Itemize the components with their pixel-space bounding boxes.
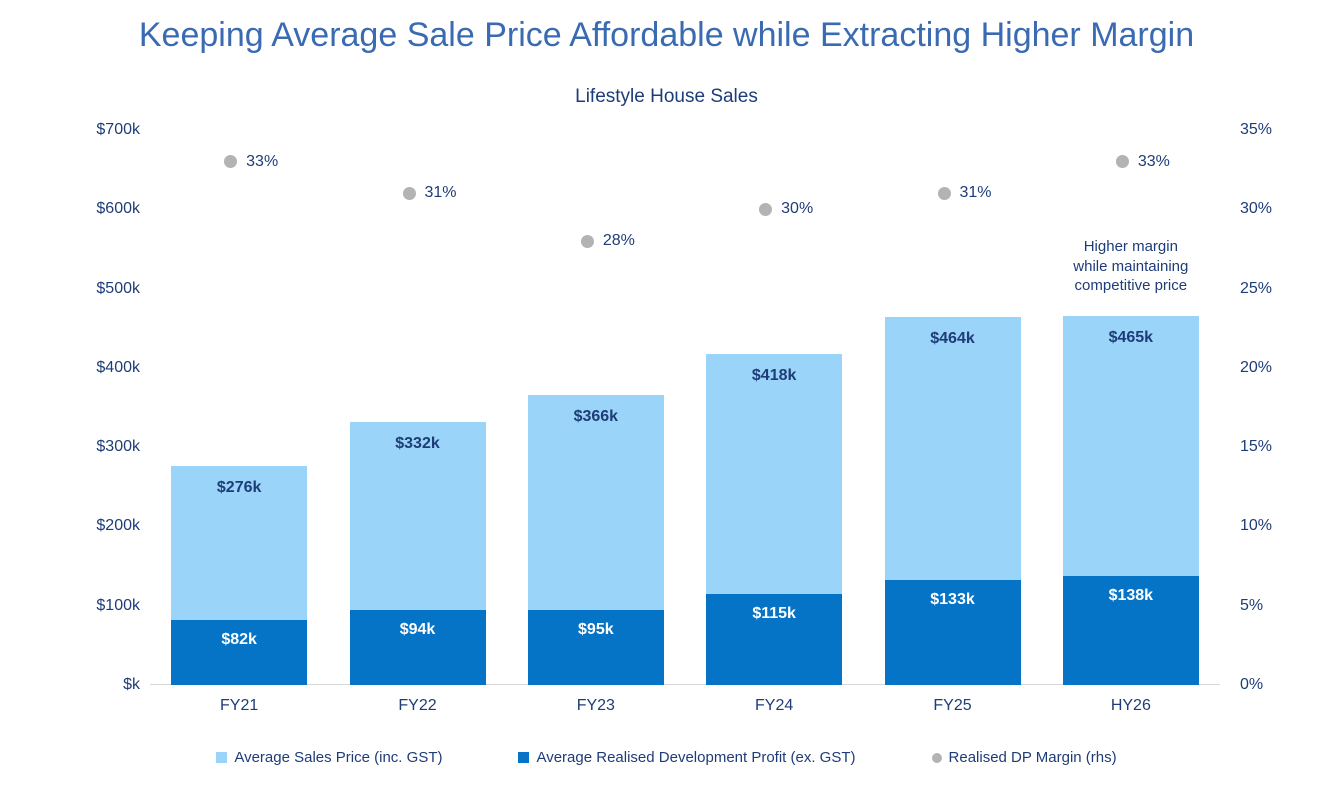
bar-dev-profit-FY25: $133k: [884, 579, 1021, 685]
margin-dot-icon: [402, 186, 416, 200]
legend-item-margin: Realised DP Margin (rhs): [931, 749, 1117, 766]
left-axis-tick: $400k: [96, 358, 140, 376]
right-axis-tick: 30%: [1240, 200, 1273, 218]
annotation-line: Higher margin: [1083, 238, 1178, 255]
legend-label: Average Sales Price (inc. GST): [234, 749, 443, 766]
legend-item-dev-profit: Average Realised Development Profit (ex.…: [518, 749, 856, 766]
margin-dot-icon: [224, 155, 238, 169]
sales-price-value-label: $465k: [1108, 329, 1154, 347]
right-axis-tick: 5%: [1240, 596, 1264, 614]
margin-value-label: 31%: [424, 184, 457, 202]
bar-dev-profit-HY26: $138k: [1062, 575, 1199, 685]
right-axis-tick: 15%: [1240, 438, 1273, 456]
legend: Average Sales Price (inc. GST) Average Re…: [0, 749, 1333, 766]
bar-dev-profit-FY22: $94k: [349, 610, 486, 685]
left-axis-tick: $200k: [96, 517, 140, 535]
x-axis-labels: FY21 FY22 FY23 FY24 FY25 HY26: [150, 697, 1220, 719]
x-axis-label-FY22: FY22: [398, 697, 437, 714]
legend-item-sales-price: Average Sales Price (inc. GST): [216, 749, 442, 766]
right-axis-tick: 0%: [1240, 676, 1264, 693]
annotation-higher-margin: Higher margin while maintaining competitiv…: [1036, 237, 1226, 296]
left-axis-tick: $k: [123, 676, 140, 693]
sales-price-value-label: $366k: [573, 407, 619, 425]
x-axis-label-FY21: FY21: [220, 697, 259, 714]
margin-point-FY25: 31%: [937, 184, 992, 202]
left-axis-tick: $700k: [96, 121, 140, 138]
right-axis-tick: 35%: [1240, 121, 1273, 138]
margin-point-FY23: 28%: [580, 232, 635, 250]
legend-label: Realised DP Margin (rhs): [948, 749, 1117, 766]
dev-profit-value-label: $115k: [752, 604, 796, 622]
margin-point-FY24: 30%: [759, 200, 813, 218]
dev-profit-value-label: $133k: [930, 590, 975, 608]
sales-price-value-label: $418k: [751, 366, 797, 384]
legend-label: Average Realised Development Profit (ex.…: [536, 749, 856, 766]
x-axis-label-FY24: FY24: [755, 697, 794, 714]
legend-square-icon: [518, 752, 530, 763]
left-axis-tick: $300k: [96, 438, 140, 456]
bar-dev-profit-FY23: $95k: [527, 609, 664, 685]
margin-point-FY21: 33%: [224, 153, 278, 171]
annotation-line: while maintaining: [1073, 257, 1189, 275]
sales-price-value-label: $332k: [395, 434, 440, 452]
left-axis: $700k $600k $500k $400k $300k $200k $100k $k: [0, 121, 140, 693]
left-axis-tick: $100k: [96, 596, 140, 614]
x-axis-label-HY26: HY26: [1110, 697, 1151, 714]
margin-value-label: 33%: [1137, 152, 1170, 170]
x-axis-label-FY25: FY25: [933, 697, 972, 714]
margin-point-FY22: 31%: [402, 184, 457, 202]
page-title: Keeping Average Sale Price Affordable wh…: [138, 16, 1195, 54]
right-axis-tick: 25%: [1240, 279, 1273, 297]
margin-dot-icon: [1115, 155, 1129, 169]
x-axis-label-FY23: FY23: [576, 697, 615, 714]
bar-dev-profit-FY24: $115k: [706, 593, 843, 685]
margin-value-label: 31%: [959, 184, 992, 202]
dev-profit-value-label: $95k: [578, 620, 614, 638]
margin-value-label: 33%: [246, 152, 279, 170]
x-axis-line: [150, 684, 1220, 685]
margin-dot-icon: [580, 234, 594, 248]
right-axis: 35% 30% 25% 20% 15% 10% 5% 0%: [1240, 121, 1330, 693]
right-axis-tick: 10%: [1240, 517, 1273, 535]
margin-dot-icon: [937, 186, 951, 200]
legend-circle-icon: [931, 752, 942, 763]
left-axis-tick: $600k: [96, 200, 140, 218]
annotation-line: competitive price: [1074, 277, 1188, 294]
margin-point-HY26: 33%: [1115, 152, 1170, 171]
margin-value-label: 28%: [602, 232, 635, 249]
plot-area: $276k $82k 33% $332k $94k 31% $366k $95k 28% $418…: [150, 130, 1220, 685]
margin-dot-icon: [759, 202, 773, 216]
dev-profit-value-label: $138k: [1108, 586, 1154, 604]
dev-profit-value-label: $94k: [399, 621, 436, 639]
margin-value-label: 30%: [781, 200, 814, 218]
left-axis-tick: $500k: [96, 279, 140, 297]
bar-dev-profit-FY21: $82k: [171, 620, 308, 685]
sales-price-value-label: $276k: [216, 479, 262, 497]
chart-title: Lifestyle House Sales: [575, 86, 758, 107]
right-axis-tick: 20%: [1240, 358, 1273, 376]
dev-profit-value-label: $82k: [221, 631, 257, 648]
sales-price-value-label: $464k: [930, 330, 975, 348]
legend-square-icon: [216, 752, 228, 763]
